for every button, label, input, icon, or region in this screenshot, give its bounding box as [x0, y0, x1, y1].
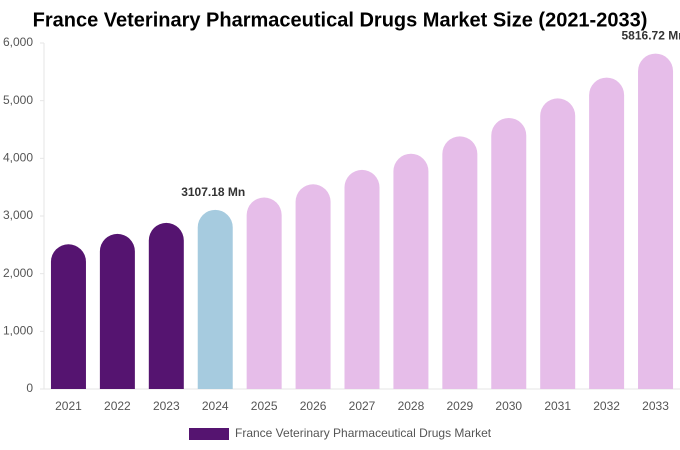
x-tick-label: 2029 [446, 399, 473, 413]
chart-title: France Veterinary Pharmaceutical Drugs M… [33, 9, 648, 31]
y-tick-label: 0 [26, 381, 33, 395]
legend-swatch [189, 428, 229, 440]
bar [540, 98, 576, 390]
y-tick-label: 4,000 [3, 151, 33, 165]
x-tick-label: 2022 [104, 399, 131, 413]
x-tick-label: 2023 [153, 399, 180, 413]
bar [442, 136, 478, 389]
x-tick-label: 2031 [544, 399, 571, 413]
data-label: 5816.72 Mn [622, 29, 680, 43]
y-tick-label: 3,000 [3, 208, 33, 222]
y-tick-label: 6,000 [3, 35, 33, 49]
bar [638, 53, 674, 389]
y-tick-label: 5,000 [3, 93, 33, 107]
x-tick-label: 2021 [55, 399, 82, 413]
x-tick-label: 2027 [349, 399, 376, 413]
x-tick-label: 2025 [251, 399, 278, 413]
bar [589, 77, 625, 389]
legend-label: France Veterinary Pharmaceutical Drugs M… [235, 426, 492, 440]
bar [295, 184, 331, 389]
bar [197, 209, 233, 389]
bar [491, 117, 527, 389]
bar [344, 169, 380, 389]
bar [99, 233, 135, 389]
bar [246, 197, 282, 389]
x-tick-label: 2032 [593, 399, 620, 413]
x-tick-label: 2033 [642, 399, 669, 413]
x-tick-label: 2030 [495, 399, 522, 413]
y-tick-label: 1,000 [3, 324, 33, 338]
bar [393, 153, 429, 389]
data-label: 3107.18 Mn [181, 185, 245, 199]
bar [148, 222, 184, 389]
y-tick-label: 2,000 [3, 266, 33, 280]
x-tick-label: 2028 [398, 399, 425, 413]
x-tick-label: 2026 [300, 399, 327, 413]
bar [50, 244, 86, 389]
x-tick-label: 2024 [202, 399, 229, 413]
